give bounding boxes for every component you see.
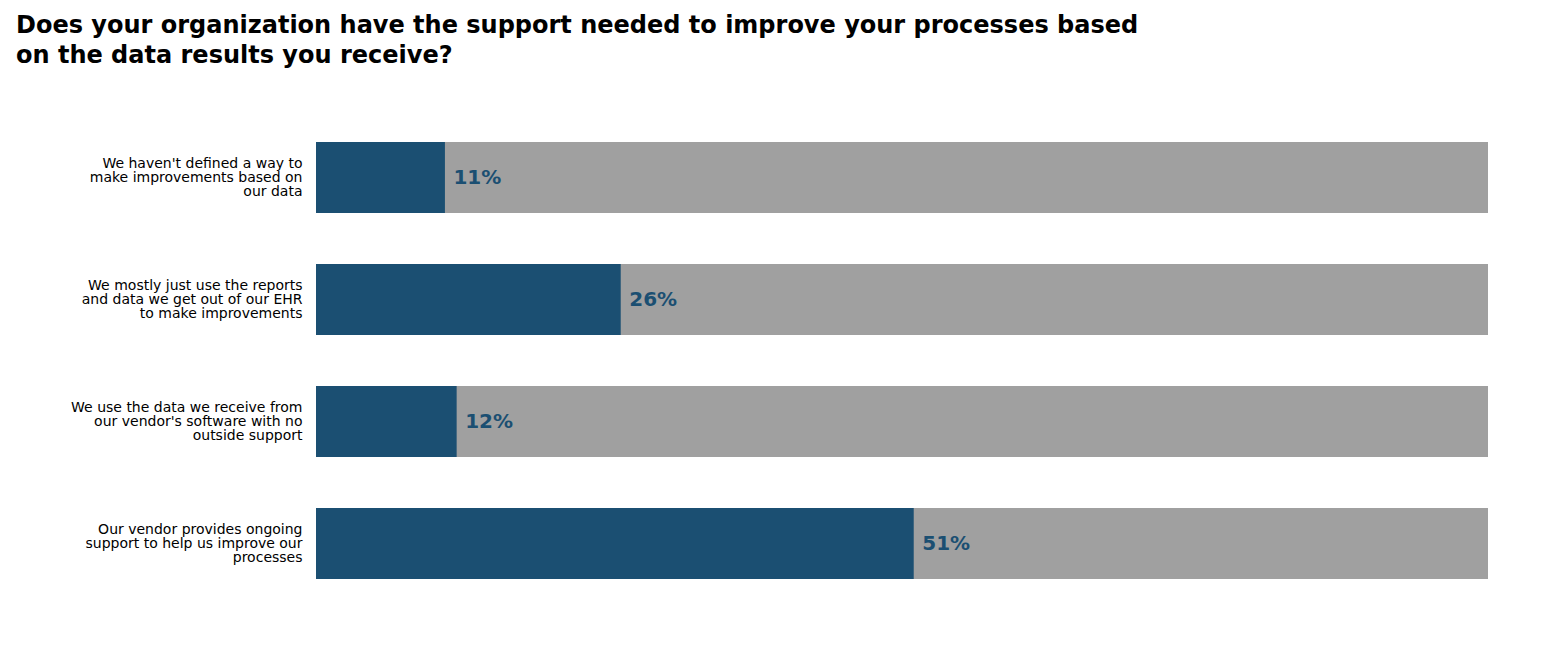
svg-text:We haven't defined a way tomak: We haven't defined a way tomake improvem… [90, 155, 303, 199]
svg-text:11%: 11% [453, 165, 501, 189]
svg-text:51%: 51% [922, 531, 970, 555]
svg-text:Our vendor provides ongoingsup: Our vendor provides ongoingsupport to he… [85, 521, 302, 565]
html-text:Does your organization have th: Does your organization have the support … [16, 11, 1139, 69]
svg-text:We mostly just use the reports: We mostly just use the reportsand data w… [82, 277, 303, 321]
svg-text:12%: 12% [465, 409, 513, 433]
svg-text:We use the data we receive fro: We use the data we receive fromour vendo… [71, 399, 303, 443]
svg-text:26%: 26% [629, 287, 677, 311]
